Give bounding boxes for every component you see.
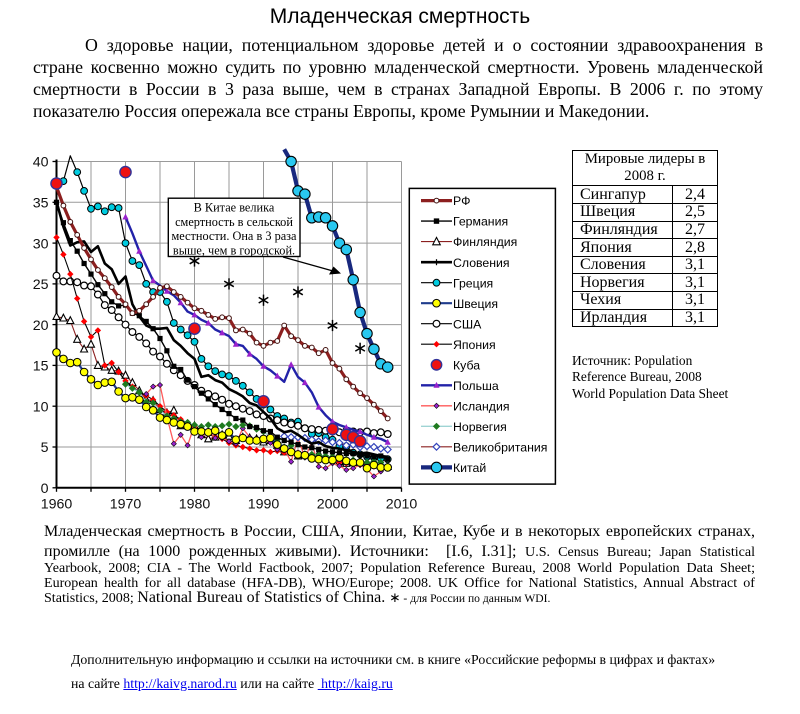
- svg-text:35: 35: [33, 196, 49, 212]
- svg-text:Швеция: Швеция: [453, 297, 498, 311]
- svg-text:30: 30: [33, 236, 49, 252]
- svg-text:Япония: Япония: [453, 338, 496, 352]
- svg-text:Великобритания: Великобритания: [453, 440, 547, 454]
- svg-text:Норвегия: Норвегия: [453, 420, 507, 434]
- svg-text:РФ: РФ: [453, 194, 470, 208]
- svg-text:Словения: Словения: [453, 256, 510, 270]
- svg-text:местности. Она в 3 раза: местности. Она в 3 раза: [172, 229, 298, 243]
- svg-text:выше, чем в городской.: выше, чем в городской.: [173, 243, 295, 257]
- svg-text:Греция: Греция: [453, 276, 493, 290]
- svg-text:10: 10: [33, 399, 49, 415]
- svg-text:20: 20: [33, 318, 49, 334]
- svg-text:2000: 2000: [317, 496, 349, 512]
- svg-text:5: 5: [41, 440, 49, 456]
- svg-text:1960: 1960: [41, 496, 73, 512]
- svg-text:Германия: Германия: [453, 215, 508, 229]
- svg-text:1980: 1980: [179, 496, 211, 512]
- svg-text:25: 25: [33, 277, 49, 293]
- svg-text:1990: 1990: [248, 496, 280, 512]
- svg-text:США: США: [453, 317, 482, 331]
- svg-text:В Китае велика: В Китае велика: [194, 201, 275, 215]
- svg-text:Польша: Польша: [453, 379, 499, 393]
- svg-text:смертность в сельской: смертность в сельской: [175, 215, 293, 229]
- svg-text:Китай: Китай: [453, 461, 486, 475]
- svg-text:1970: 1970: [110, 496, 142, 512]
- svg-text:Куба: Куба: [453, 358, 480, 372]
- svg-text:2010: 2010: [386, 496, 418, 512]
- svg-text:Финляндия: Финляндия: [453, 235, 517, 249]
- svg-text:Исландия: Исландия: [453, 399, 510, 413]
- svg-text:15: 15: [33, 359, 49, 375]
- svg-text:40: 40: [33, 155, 49, 171]
- svg-text:0: 0: [41, 481, 49, 497]
